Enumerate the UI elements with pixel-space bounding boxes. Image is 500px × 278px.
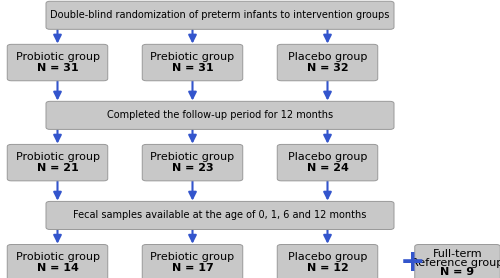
Text: N = 12: N = 12	[306, 264, 348, 274]
FancyBboxPatch shape	[8, 145, 108, 181]
Text: N = 31: N = 31	[172, 63, 213, 73]
Text: N = 24: N = 24	[306, 163, 348, 173]
Text: N = 21: N = 21	[36, 163, 78, 173]
Text: Probiotic group: Probiotic group	[16, 152, 100, 162]
Text: Placebo group: Placebo group	[288, 152, 367, 162]
FancyBboxPatch shape	[277, 44, 378, 81]
Text: Full-term: Full-term	[432, 249, 482, 259]
Text: N = 32: N = 32	[306, 63, 348, 73]
FancyBboxPatch shape	[46, 1, 394, 29]
FancyBboxPatch shape	[142, 145, 243, 181]
FancyBboxPatch shape	[8, 245, 108, 278]
Text: Fecal samples available at the age of 0, 1, 6 and 12 months: Fecal samples available at the age of 0,…	[74, 210, 366, 220]
Text: Prebiotic group: Prebiotic group	[150, 152, 234, 162]
FancyBboxPatch shape	[46, 201, 394, 230]
Text: +: +	[400, 248, 426, 277]
Text: Probiotic group: Probiotic group	[16, 252, 100, 262]
Text: Prebiotic group: Prebiotic group	[150, 252, 234, 262]
FancyBboxPatch shape	[415, 245, 500, 278]
Text: Double-blind randomization of preterm infants to intervention groups: Double-blind randomization of preterm in…	[50, 10, 390, 20]
Text: N = 17: N = 17	[172, 264, 213, 274]
FancyBboxPatch shape	[142, 44, 243, 81]
Text: Reference group: Reference group	[412, 258, 500, 268]
Text: N = 31: N = 31	[36, 63, 78, 73]
FancyBboxPatch shape	[8, 44, 108, 81]
Text: Probiotic group: Probiotic group	[16, 52, 100, 62]
Text: Placebo group: Placebo group	[288, 252, 367, 262]
Text: Placebo group: Placebo group	[288, 52, 367, 62]
FancyBboxPatch shape	[277, 145, 378, 181]
FancyBboxPatch shape	[142, 245, 243, 278]
Text: Prebiotic group: Prebiotic group	[150, 52, 234, 62]
FancyBboxPatch shape	[46, 101, 394, 130]
FancyBboxPatch shape	[277, 245, 378, 278]
Text: N = 9: N = 9	[440, 267, 474, 277]
Text: N = 23: N = 23	[172, 163, 213, 173]
Text: Completed the follow-up period for 12 months: Completed the follow-up period for 12 mo…	[107, 110, 333, 120]
Text: N = 14: N = 14	[36, 264, 78, 274]
